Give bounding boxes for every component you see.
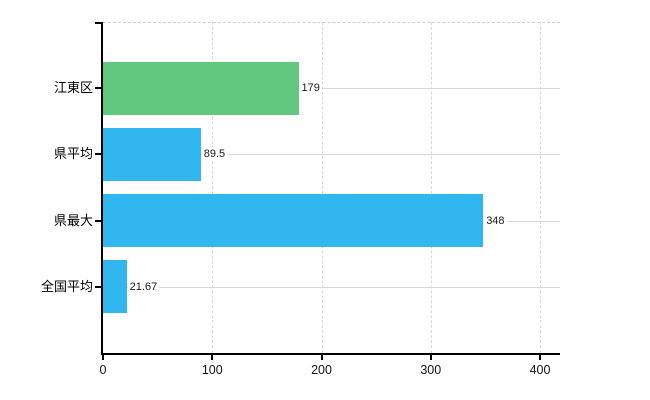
- category-tick-mark: [95, 285, 101, 288]
- category-tick-mark: [95, 219, 101, 222]
- x-axis-tick-label: 200: [311, 363, 332, 377]
- plot-top-border: [103, 22, 560, 23]
- category-label: 県最大: [53, 212, 93, 228]
- bar: [103, 127, 201, 181]
- category-label: 県平均: [53, 146, 93, 162]
- vertical-gridline: [212, 22, 214, 353]
- bar: [103, 260, 127, 314]
- x-axis-tick-mark: [211, 355, 214, 360]
- x-axis-tick-mark: [320, 355, 323, 360]
- x-axis-tick-label: 100: [201, 363, 223, 377]
- bar-value-label: 89.5: [201, 147, 228, 162]
- vertical-gridline: [321, 22, 323, 353]
- plot-area: 179 89.5 348 21.67: [101, 22, 560, 355]
- vertical-gridline: [430, 22, 432, 353]
- bar: [103, 61, 299, 115]
- bar-value-label: 21.67: [127, 279, 160, 294]
- horizontal-gridline: [103, 286, 560, 288]
- bar-value-label: 179: [299, 81, 322, 96]
- x-axis-tick-label: 400: [529, 363, 551, 377]
- vertical-gridline: [540, 22, 541, 353]
- bar: [103, 194, 484, 248]
- horizontal-gridline: [103, 88, 560, 90]
- y-axis-top-tick-mark: [95, 22, 101, 24]
- bar-value-label: 348: [484, 213, 507, 228]
- category-label: 江東区: [53, 80, 93, 96]
- x-axis-tick-label: 0: [99, 363, 107, 377]
- x-axis-tick-label: 300: [420, 363, 442, 377]
- category-tick-mark: [95, 87, 101, 90]
- x-axis-tick-mark: [429, 355, 432, 360]
- category-tick-mark: [95, 153, 101, 156]
- x-axis-tick-mark: [539, 355, 541, 360]
- category-label: 全国平均: [40, 278, 93, 294]
- x-axis-tick-mark: [102, 355, 104, 360]
- horizontal-gridline: [103, 154, 560, 156]
